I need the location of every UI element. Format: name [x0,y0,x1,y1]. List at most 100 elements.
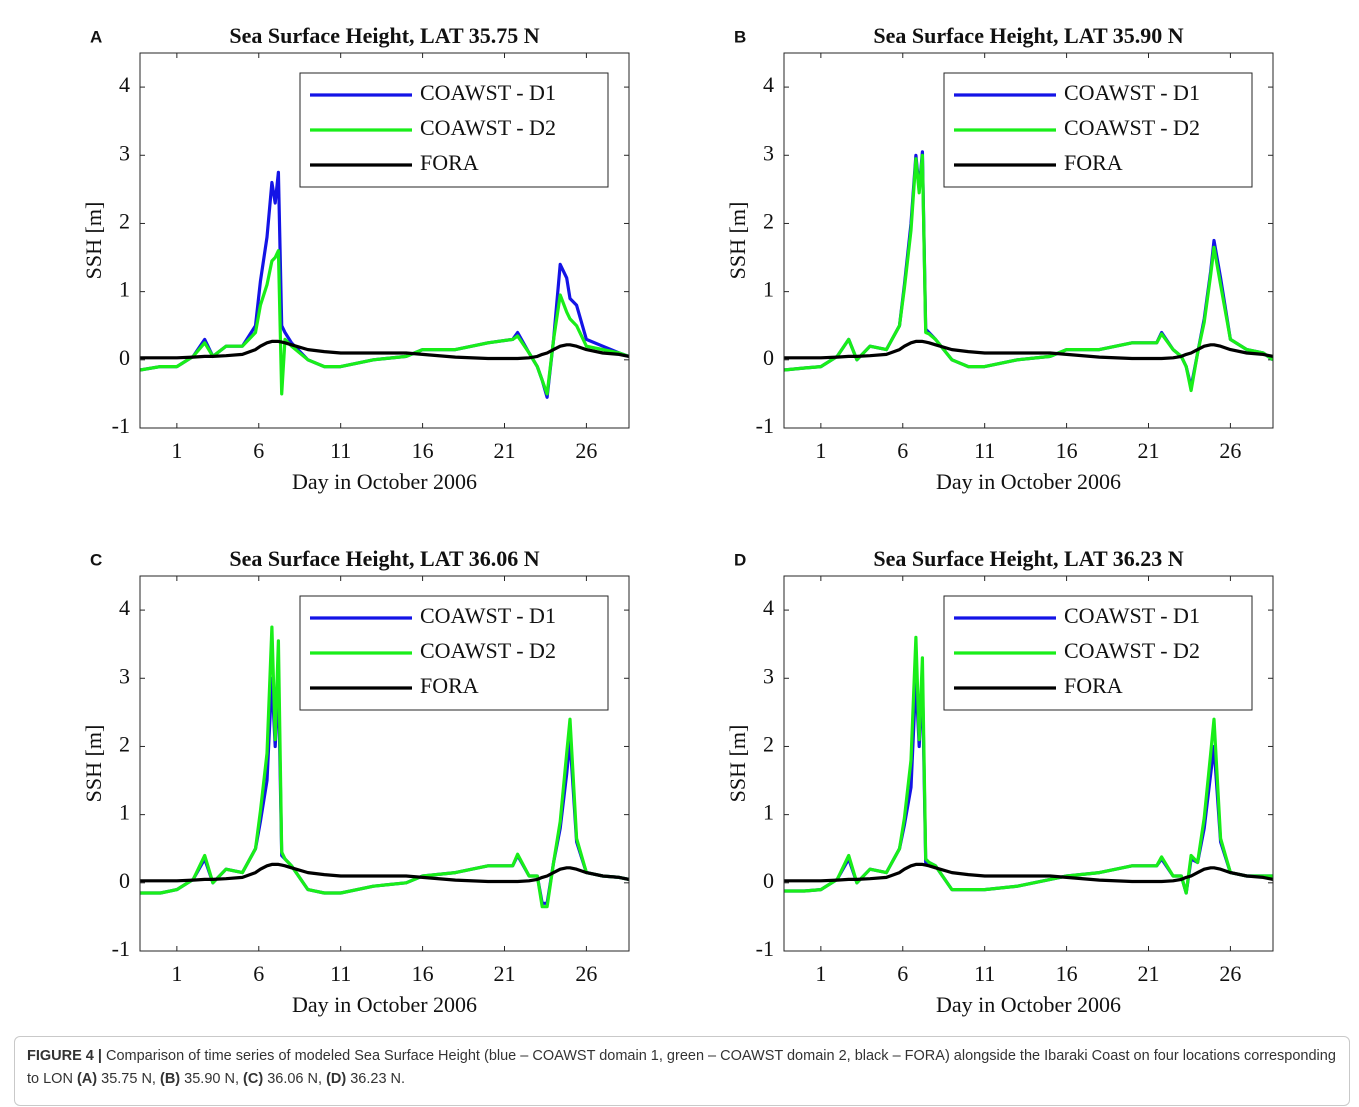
legend-label: FORA [420,150,479,175]
y-tick-label: 4 [763,595,774,620]
x-tick-label: 21 [1137,438,1159,463]
x-tick-label: 6 [253,438,264,463]
y-tick-label: 2 [119,209,130,234]
y-tick-label: 3 [763,663,774,688]
panel-label: C [90,550,102,569]
caption-value: 36.06 N, [267,1071,323,1087]
caption-letter: (A) [76,1071,98,1087]
series-line [784,339,1273,361]
y-tick-label: 0 [763,345,774,370]
series-line [784,676,1273,895]
legend-label: COAWST - D2 [1064,115,1200,140]
x-tick-label: 6 [897,438,908,463]
plot-frame [139,52,630,429]
caption-value: 36.23 N. [350,1071,406,1087]
y-tick-label: 1 [763,800,774,825]
series-line [140,676,629,905]
y-axis-label: SSH [m] [81,202,106,280]
y-tick-label: 3 [763,140,774,165]
x-tick-label: 26 [575,438,597,463]
panel-label: A [90,27,102,46]
caption-letter: (C) [243,1071,264,1087]
figure: A Sea Surface Height, LAT 35.75 N Day in O… [81,23,1274,1017]
chart-title: Sea Surface Height, LAT 36.06 N [229,546,539,571]
x-tick-label: 1 [815,438,826,463]
x-tick-label: 21 [493,961,515,986]
x-axis-label: Day in October 2006 [292,992,477,1017]
caption-text: Comparison of time series of modeled Sea… [27,1048,1336,1087]
legend-label: FORA [420,673,479,698]
caption-letter: (D) [326,1071,347,1087]
panel-label: B [734,27,746,46]
y-tick-label: 1 [763,277,774,302]
x-tick-label: 26 [575,961,597,986]
caption-value: 35.90 N, [184,1071,239,1087]
y-tick-label: 2 [763,209,774,234]
legend-label: COAWST - D1 [420,80,556,105]
x-tick-label: 21 [1137,961,1159,986]
x-tick-label: 16 [412,438,434,463]
x-tick-label: 21 [493,438,515,463]
series-line [784,153,1273,393]
legend-label: COAWST - D2 [420,638,556,663]
caption-letter: (B) [160,1071,181,1087]
x-tick-label: 1 [171,961,182,986]
legend-label: COAWST - D2 [1064,638,1200,663]
legend-label: FORA [1064,150,1123,175]
x-axis-label: Day in October 2006 [936,992,1121,1017]
series-line [140,170,629,399]
y-tick-label: -1 [112,936,130,961]
x-tick-label: 11 [330,961,351,986]
y-tick-label: -1 [756,413,774,438]
legend-label: FORA [1064,673,1123,698]
plot-frame [783,575,1274,952]
y-tick-label: 0 [119,868,130,893]
chart-title: Sea Surface Height, LAT 35.90 N [873,23,1183,48]
caption-value: 35.75 N, [101,1071,156,1087]
x-tick-label: 11 [974,438,995,463]
y-tick-label: 3 [119,140,130,165]
legend-label: COAWST - D1 [420,603,556,628]
x-tick-label: 16 [412,961,434,986]
x-tick-label: 6 [897,961,908,986]
y-tick-label: 3 [119,663,130,688]
y-tick-label: 2 [763,732,774,757]
x-axis-label: Day in October 2006 [936,469,1121,494]
y-tick-label: 4 [763,72,774,97]
series-line [140,625,629,909]
x-tick-label: 11 [330,438,351,463]
series-line [140,862,629,884]
y-tick-label: 4 [119,595,130,620]
panel-label: D [734,550,746,569]
legend-label: COAWST - D2 [420,115,556,140]
chart-title: Sea Surface Height, LAT 35.75 N [229,23,539,48]
chart-title: Sea Surface Height, LAT 36.23 N [873,546,1183,571]
series-line [784,862,1273,884]
y-tick-label: -1 [112,413,130,438]
y-tick-label: -1 [756,936,774,961]
y-axis-label: SSH [m] [725,202,750,280]
x-tick-label: 6 [253,961,264,986]
y-tick-label: 0 [763,868,774,893]
x-tick-label: 11 [974,961,995,986]
x-axis-label: Day in October 2006 [292,469,477,494]
y-tick-label: 2 [119,732,130,757]
x-tick-label: 26 [1219,438,1241,463]
y-tick-label: 0 [119,345,130,370]
plot-frame [783,52,1274,429]
plot-frame [139,575,630,952]
legend-label: COAWST - D1 [1064,80,1200,105]
x-tick-label: 1 [815,961,826,986]
x-tick-label: 1 [171,438,182,463]
series-line [784,635,1273,895]
y-tick-label: 1 [119,277,130,302]
caption: FIGURE 4 | Comparison of time series of … [14,1036,1350,1106]
series-line [140,249,629,396]
y-tick-label: 4 [119,72,130,97]
series-line [140,339,629,361]
caption-label: FIGURE 4 | [27,1048,102,1064]
legend-label: COAWST - D1 [1064,603,1200,628]
y-axis-label: SSH [m] [725,725,750,803]
x-tick-label: 16 [1056,438,1078,463]
